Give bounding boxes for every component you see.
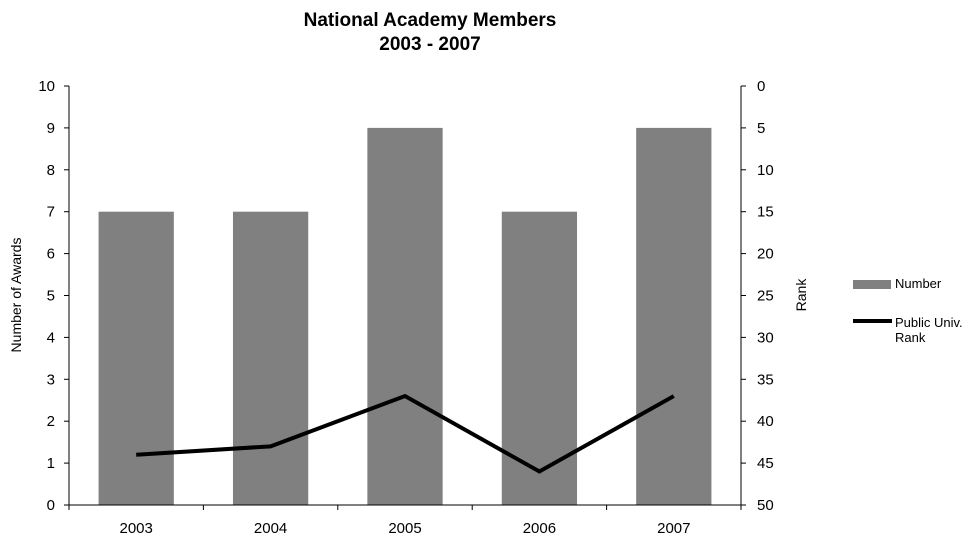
bar-2005 <box>367 127 443 506</box>
y-tick-label-2: 2 <box>47 413 55 430</box>
y2-tick-label-0: 0 <box>757 78 765 95</box>
y2-tick-label-40: 40 <box>757 413 774 430</box>
bar-2003 <box>98 211 174 505</box>
y2-tick-label-20: 20 <box>757 246 774 263</box>
y2-tick-label-30: 30 <box>757 329 774 346</box>
bar-2004 <box>232 211 309 505</box>
y2-tick-label-50: 50 <box>757 497 774 514</box>
legend-label-rank-line1: Public Univ. <box>895 315 963 330</box>
y-tick-label-9: 9 <box>47 120 55 137</box>
bar-2007 <box>636 127 712 506</box>
y2-tick-label-25: 25 <box>757 288 774 305</box>
x-tick-label-2003: 2003 <box>120 520 153 537</box>
y2-tick-label-45: 45 <box>757 455 774 472</box>
legend: Number Public Univ. Rank <box>853 276 963 345</box>
y2-axis-label: Rank <box>793 278 809 312</box>
y2-tick-label-10: 10 <box>757 162 774 179</box>
legend-label-rank-line2: Rank <box>895 330 926 345</box>
legend-label-number: Number <box>895 276 942 291</box>
y-tick-label-3: 3 <box>47 371 55 388</box>
x-tick-label-2007: 2007 <box>657 520 690 537</box>
y2-tick-label-5: 5 <box>757 120 765 137</box>
y-tick-label-8: 8 <box>47 162 55 179</box>
y2-tick-label-35: 35 <box>757 371 774 388</box>
y-tick-label-1: 1 <box>47 455 55 472</box>
y2-tick-label-15: 15 <box>757 204 774 221</box>
x-tick-label-2004: 2004 <box>254 520 287 537</box>
y-tick-label-10: 10 <box>38 78 55 95</box>
y-axis-label: Number of Awards <box>8 238 24 353</box>
legend-swatch-number <box>853 280 891 289</box>
y-tick-label-0: 0 <box>47 497 55 514</box>
chart-subtitle: 2003 - 2007 <box>379 34 480 55</box>
y-tick-label-7: 7 <box>47 204 55 221</box>
x-tick-label-2005: 2005 <box>388 520 421 537</box>
chart-title: National Academy Members <box>304 10 557 31</box>
y-tick-label-5: 5 <box>47 288 55 305</box>
y-tick-label-6: 6 <box>47 246 55 263</box>
y-tick-label-4: 4 <box>47 329 55 346</box>
bar-2006 <box>501 211 578 505</box>
x-tick-label-2006: 2006 <box>523 520 556 537</box>
